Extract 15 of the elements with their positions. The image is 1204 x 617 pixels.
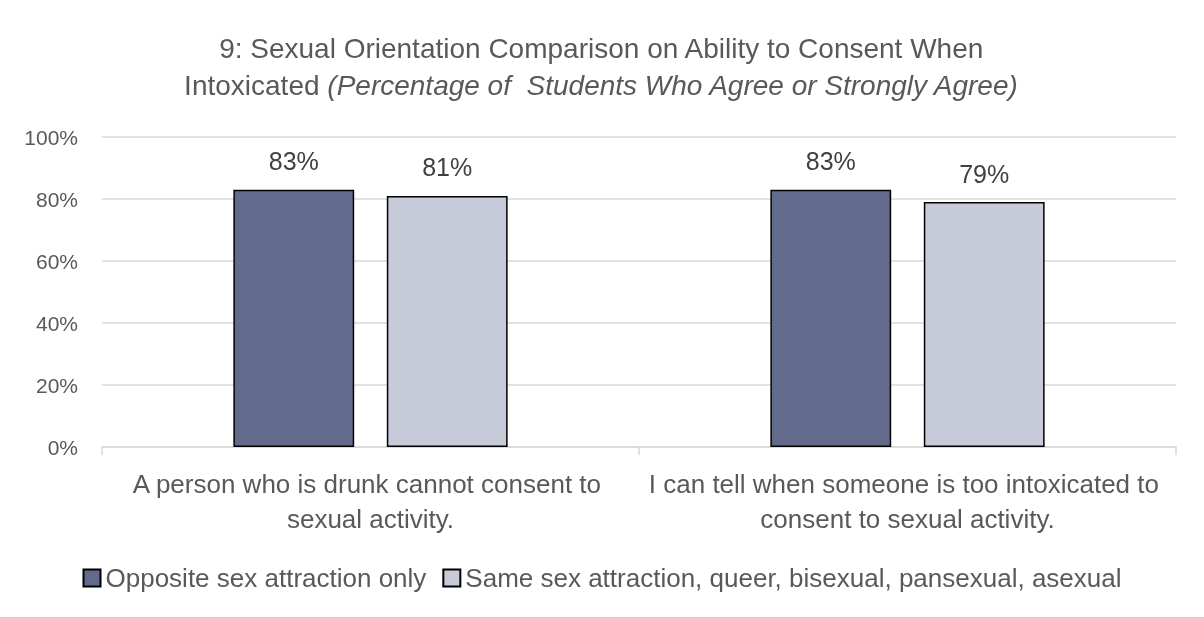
y-tick-label: 80%	[35, 187, 78, 211]
legend-label: Opposite sex attraction only	[105, 563, 427, 593]
chart-title: 9: Sexual Orientation Comparison on Ability to Consent When Intoxicated (Percentage of Students Who Agree or Strongly Agree)	[184, 32, 1018, 101]
x-tick-label: I can tell when someone is too intoxicated to consent to sexual activity.	[648, 468, 1167, 534]
data-label: 83%	[268, 147, 319, 176]
legend-label: Same sex attraction, queer, bisexual, pansexual, asexual	[465, 563, 1122, 593]
y-tick-label: 100%	[24, 125, 78, 149]
y-tick-label: 60%	[35, 249, 78, 273]
y-tick-label: 0%	[47, 435, 78, 459]
y-tick-label: 20%	[35, 373, 78, 397]
data-label: 81%	[422, 153, 473, 182]
data-label: 83%	[805, 147, 856, 176]
x-tick-label: A person who is drunk cannot consent to sexual activity.	[132, 468, 609, 534]
data-label: 79%	[959, 159, 1010, 188]
y-tick-label: 40%	[35, 311, 78, 335]
